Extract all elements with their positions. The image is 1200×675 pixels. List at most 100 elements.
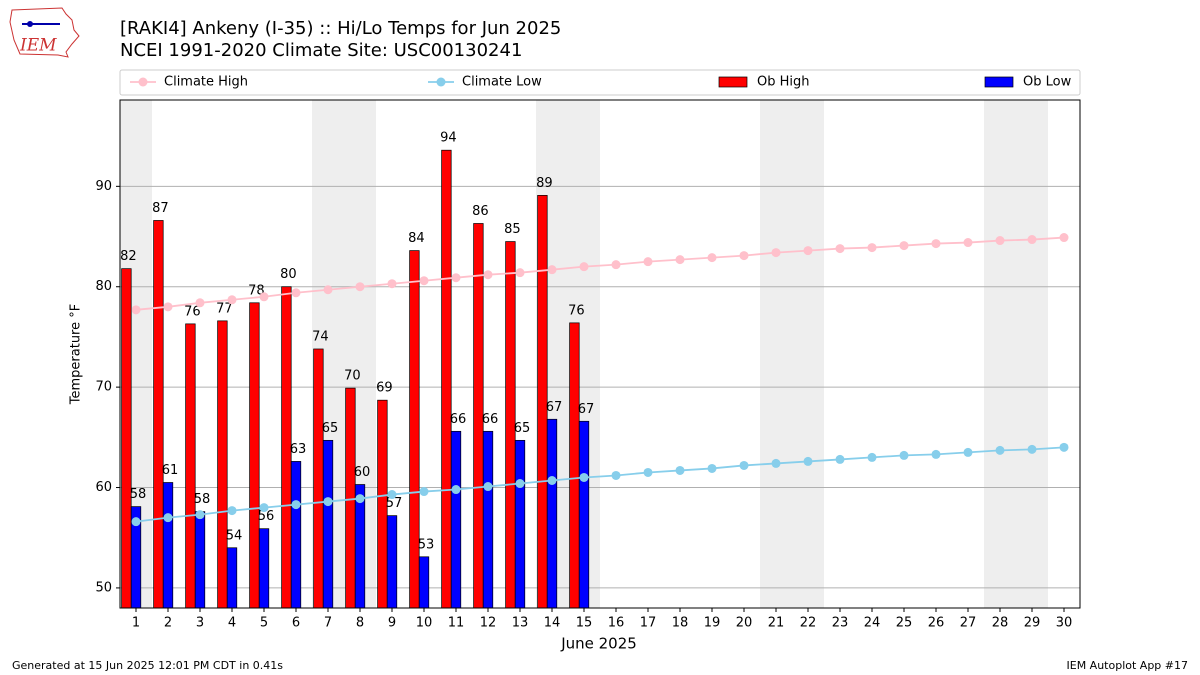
line-marker [899, 450, 909, 460]
x-tick-label: 3 [196, 616, 204, 631]
line [135, 236, 1065, 311]
x-tick-label: 10 [416, 616, 433, 631]
bar [121, 268, 132, 609]
plot-frame [119, 99, 1081, 609]
value-label: 86 [472, 204, 489, 219]
line-marker [515, 268, 525, 278]
plot-area [120, 100, 1080, 608]
line-marker [803, 456, 813, 466]
line-marker [867, 452, 877, 462]
line-marker [995, 236, 1005, 246]
value-label: 57 [386, 496, 403, 511]
chart-title: [RAKI4] Ankeny (I-35) :: Hi/Lo Temps for… [120, 18, 561, 39]
bar [345, 387, 356, 609]
legend-box [119, 69, 1081, 96]
y-tick-label: 70 [95, 380, 112, 395]
value-label: 58 [130, 487, 147, 502]
y-tick-label: 80 [95, 279, 112, 294]
line-marker [483, 482, 493, 492]
line-marker [835, 244, 845, 254]
line-marker [451, 273, 461, 283]
line-marker [931, 239, 941, 249]
bar [185, 323, 196, 609]
line-marker [1059, 442, 1069, 452]
line-marker [195, 298, 205, 308]
line-marker [579, 472, 589, 482]
line-marker [419, 276, 429, 286]
bar [313, 348, 324, 609]
bar [162, 482, 174, 609]
line-marker [611, 470, 621, 480]
logo-icon [27, 21, 33, 27]
value-label: 66 [450, 412, 467, 427]
line-marker [163, 302, 173, 312]
line-marker [611, 260, 621, 270]
line-marker [643, 257, 653, 267]
value-label: 65 [322, 421, 339, 436]
bar [450, 430, 462, 609]
x-axis-label: June 2025 [560, 635, 637, 653]
bar [441, 149, 452, 609]
value-label: 65 [514, 421, 531, 436]
value-label: 54 [226, 528, 243, 543]
x-tick-label: 25 [896, 616, 913, 631]
bar [569, 322, 580, 609]
value-label: 85 [504, 222, 521, 237]
line-marker [739, 460, 749, 470]
line-marker [899, 241, 909, 251]
value-label: 80 [280, 267, 297, 282]
line-marker [291, 288, 301, 298]
x-tick-label: 2 [164, 616, 172, 631]
x-tick-label: 7 [324, 616, 332, 631]
bar [258, 528, 270, 609]
value-label: 70 [344, 369, 361, 384]
line-marker [259, 292, 269, 302]
line-marker [579, 262, 589, 272]
x-tick-label: 14 [544, 616, 561, 631]
logo-outline [9, 7, 80, 58]
x-tick-label: 1 [132, 616, 140, 631]
value-label: 74 [312, 329, 329, 344]
line-marker [835, 454, 845, 464]
y-tick-label: 50 [95, 580, 112, 595]
line-marker [643, 467, 653, 477]
logo-text: IEM [19, 36, 57, 56]
x-tick-label: 26 [928, 616, 945, 631]
value-label: 89 [536, 176, 553, 191]
value-label: 53 [418, 537, 435, 552]
logo: IEM [9, 7, 80, 58]
line-marker [355, 282, 365, 292]
line-marker [227, 295, 237, 305]
line-marker [675, 465, 685, 475]
x-tick-label: 8 [356, 616, 364, 631]
legend-label: Ob Low [1023, 75, 1072, 90]
line-marker [771, 248, 781, 258]
value-label: 58 [194, 492, 211, 507]
value-label: 69 [376, 381, 393, 396]
value-label: 94 [440, 131, 457, 146]
x-tick-label: 4 [228, 616, 236, 631]
x-tick-label: 21 [768, 616, 785, 631]
line-marker [963, 447, 973, 457]
line-marker [323, 285, 333, 295]
line-marker [771, 458, 781, 468]
line-marker [931, 449, 941, 459]
x-tick-label: 27 [960, 616, 977, 631]
line-marker [131, 305, 141, 315]
legend-swatch [718, 76, 748, 88]
value-label: 76 [184, 304, 201, 319]
line-marker [867, 243, 877, 253]
line-marker [515, 479, 525, 489]
y-axis-label: Temperature °F [69, 304, 84, 405]
line [135, 446, 1065, 523]
x-tick-label: 13 [512, 616, 529, 631]
line-marker [547, 475, 557, 485]
line-marker [387, 279, 397, 289]
x-tick-label: 19 [704, 616, 721, 631]
bar [249, 302, 260, 609]
line-marker [387, 490, 397, 500]
value-label: 84 [408, 231, 425, 246]
line-marker [195, 510, 205, 520]
line-marker [163, 513, 173, 523]
